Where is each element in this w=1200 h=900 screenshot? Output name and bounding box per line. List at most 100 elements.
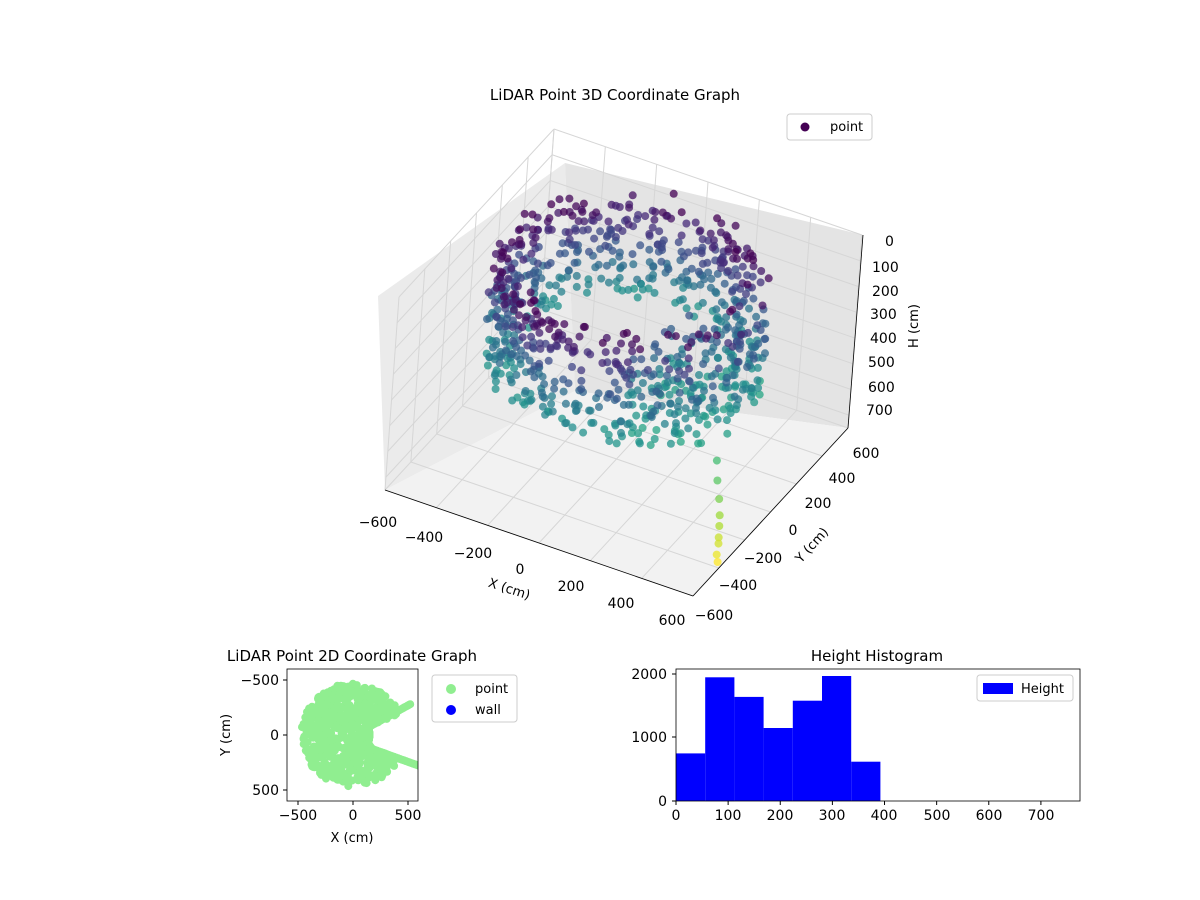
data-point-3d [682,304,691,313]
data-point-3d [594,389,603,398]
data-point-3d [529,344,538,353]
z-tick-label: 0 [885,234,894,250]
data-point-3d [633,275,642,284]
data-point-3d [507,350,516,359]
data-point-3d [540,380,549,389]
data-point-3d [673,402,682,411]
x-tick-label: 500 [924,808,951,824]
data-point-3d [761,334,770,343]
data-point-3d [664,330,673,339]
data-point-3d [660,419,669,428]
data-point-2d [349,733,358,742]
data-point-3d [747,392,756,401]
grid-line [384,296,400,491]
data-point-3d [712,550,721,559]
data-point-3d [641,212,650,221]
data-point-3d [638,379,647,387]
x-axis-line-3d [384,489,694,597]
data-point-3d [605,367,614,376]
data-point-3d [698,259,707,268]
data-point-3d [525,270,534,279]
data-point-3d [552,281,560,290]
data-point-3d [674,238,683,247]
data-point-2d [351,758,360,767]
data-point-3d [645,274,654,283]
data-point-3d [638,423,647,432]
y-tick-label: 500 [252,783,279,799]
data-point-3d [490,371,499,380]
data-point-3d [742,290,750,298]
histogram-bar [792,700,822,801]
data-point-2d [406,700,415,709]
data-point-3d [699,360,708,368]
grid-line [548,205,857,313]
data-point-3d [602,232,611,241]
data-point-3d [681,414,690,423]
data-point-2d [307,713,316,722]
data-point-3d [711,287,720,296]
data-point-2d [351,742,360,751]
data-point-3d [501,337,510,346]
data-point-3d [527,395,536,404]
data-point-2d [352,707,361,716]
data-point-3d [535,328,544,337]
data-point-2d [308,756,317,765]
x-ticks-hist: 0 100 200 300 400 500 600 700 [672,801,1054,824]
data-point-3d [715,511,724,520]
data-point-3d [622,373,631,382]
data-point-3d [617,428,625,437]
data-point-3d [758,301,767,310]
legend-box [976,674,1074,702]
data-point-3d [547,200,556,209]
data-point-3d [670,410,679,419]
data-point-3d [695,416,703,424]
data-point-3d [705,403,714,412]
data-point-3d [564,337,573,346]
data-point-3d [550,319,559,328]
data-point-3d [754,383,763,392]
axes-histogram: Height Histogram 0 100 200 300 400 500 6… [631,647,1081,824]
data-point-2d [349,689,358,698]
data-point-3d [647,411,655,420]
data-point-3d [548,392,556,401]
data-point-3d [719,258,728,267]
data-point-3d [731,221,740,230]
z-tick-label: 300 [870,307,897,323]
x-axis-label-3d: X (cm) [486,576,532,604]
data-point-3d [547,225,556,234]
data-point-2d [318,738,326,747]
data-point-3d [673,352,682,361]
data-point-3d [695,371,703,379]
grid-line [436,240,452,435]
data-point-3d [550,384,559,393]
data-point-3d [712,331,721,340]
data-point-3d [527,298,535,307]
data-point-3d [604,430,613,439]
data-point-3d [536,344,545,353]
data-point-3d [583,288,591,297]
data-point-3d [673,374,682,383]
legend-label-point: point [475,682,508,697]
point-cloud-2d [298,679,418,791]
data-point-3d [748,272,757,281]
data-point-3d [655,227,664,236]
data-point-3d [499,248,508,257]
data-point-3d [571,241,580,249]
data-point-3d [710,325,719,334]
data-point-3d [761,349,769,358]
data-point-3d [697,439,706,448]
data-point-3d [628,340,636,349]
data-point-3d [666,439,675,448]
x-tick-label: 0 [516,562,525,578]
data-point-3d [676,437,685,446]
data-point-3d [500,300,509,309]
data-point-3d [752,312,761,321]
data-point-3d [608,258,617,266]
data-point-3d [483,315,491,324]
data-point-2d [314,710,323,719]
legend-marker-wall [446,705,456,715]
data-point-3d [720,279,729,288]
data-point-3d [625,203,634,212]
data-point-3d [601,348,610,357]
data-point-3d [525,356,534,365]
